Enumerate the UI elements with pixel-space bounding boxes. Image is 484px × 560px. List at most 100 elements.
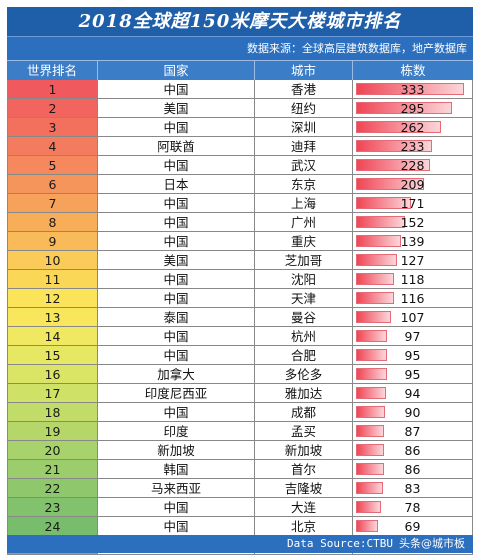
- table-row: 15 中国 合肥 95: [8, 346, 473, 365]
- rank-cell: 4: [8, 137, 98, 155]
- count-bar: [356, 368, 387, 380]
- rank-cell: 12: [8, 289, 98, 307]
- rank-cell: 10: [8, 251, 98, 269]
- city-cell: 芝加哥: [255, 251, 353, 269]
- count-value: 107: [400, 310, 425, 325]
- count-value: 69: [404, 519, 421, 534]
- count-cell: 333: [353, 80, 473, 98]
- count-value: 83: [404, 481, 421, 496]
- rank-cell: 23: [8, 498, 98, 516]
- table-row: 18 中国 成都 90: [8, 403, 473, 422]
- country-cell: 中国: [98, 270, 255, 288]
- rank-cell: 13: [8, 308, 98, 326]
- city-cell: 孟买: [255, 422, 353, 440]
- count-bar: [356, 463, 384, 475]
- count-bar: [356, 501, 381, 513]
- table-row: 13 泰国 曼谷 107: [8, 308, 473, 327]
- count-value: 209: [400, 177, 425, 192]
- table-row: 7 中国 上海 171: [8, 194, 473, 213]
- table-row: 20 新加坡 新加坡 86: [8, 441, 473, 460]
- count-cell: 228: [353, 156, 473, 174]
- city-cell: 迪拜: [255, 137, 353, 155]
- count-cell: 94: [353, 384, 473, 402]
- count-bar: [356, 425, 384, 437]
- count-cell: 69: [353, 517, 473, 535]
- header-city: 城市: [255, 61, 353, 80]
- rank-cell: 9: [8, 232, 98, 250]
- table-row: 12 中国 天津 116: [8, 289, 473, 308]
- city-cell: 成都: [255, 403, 353, 421]
- count-bar: [356, 235, 401, 247]
- table-row: 17 印度尼西亚 雅加达 94: [8, 384, 473, 403]
- country-cell: 印度尼西亚: [98, 384, 255, 402]
- count-bar: [356, 387, 386, 399]
- table-row: 22 马来西亚 吉隆坡 83: [8, 479, 473, 498]
- count-bar: [356, 159, 430, 171]
- count-value: 116: [400, 291, 425, 306]
- count-value: 171: [400, 196, 425, 211]
- country-cell: 中国: [98, 403, 255, 421]
- rank-cell: 15: [8, 346, 98, 364]
- table-row: 16 加拿大 多伦多 95: [8, 365, 473, 384]
- city-cell: 雅加达: [255, 384, 353, 402]
- header-count: 栋数: [400, 63, 426, 78]
- count-cell: 83: [353, 479, 473, 497]
- rank-cell: 20: [8, 441, 98, 459]
- city-cell: 北京: [255, 517, 353, 535]
- count-cell: 90: [353, 403, 473, 421]
- city-cell: 多伦多: [255, 365, 353, 383]
- city-cell: 曼谷: [255, 308, 353, 326]
- country-cell: 马来西亚: [98, 479, 255, 497]
- table-row: 23 中国 大连 78: [8, 498, 473, 517]
- count-bar: [356, 254, 397, 266]
- count-bar: [356, 292, 394, 304]
- footer-bar: Data Source:CTBU 头条@城市板: [7, 535, 473, 553]
- table-row: 6 日本 东京 209: [8, 175, 473, 194]
- country-cell: 加拿大: [98, 365, 255, 383]
- count-value: 152: [400, 215, 425, 230]
- count-value: 97: [404, 329, 421, 344]
- city-cell: 东京: [255, 175, 353, 193]
- country-cell: 中国: [98, 194, 255, 212]
- country-cell: 中国: [98, 327, 255, 345]
- count-cell: 87: [353, 422, 473, 440]
- rank-cell: 22: [8, 479, 98, 497]
- country-cell: 中国: [98, 213, 255, 231]
- country-cell: 日本: [98, 175, 255, 193]
- data-source-note: 数据来源：全球高层建筑数据库，地产数据库: [7, 36, 473, 60]
- table-row: 19 印度 孟买 87: [8, 422, 473, 441]
- count-value: 78: [404, 500, 421, 515]
- count-bar: [356, 349, 387, 361]
- count-cell: 86: [353, 441, 473, 459]
- country-cell: 阿联酋: [98, 137, 255, 155]
- count-value: 139: [400, 234, 425, 249]
- city-cell: 合肥: [255, 346, 353, 364]
- count-bar: [356, 140, 432, 152]
- rank-cell: 18: [8, 403, 98, 421]
- country-cell: 中国: [98, 118, 255, 136]
- count-bar: [356, 444, 384, 456]
- city-cell: 大连: [255, 498, 353, 516]
- table-row: 21 韩国 首尔 86: [8, 460, 473, 479]
- count-bar: [356, 520, 378, 532]
- country-cell: 印度: [98, 422, 255, 440]
- count-value: 86: [404, 443, 421, 458]
- city-cell: 新加坡: [255, 441, 353, 459]
- rank-cell: 5: [8, 156, 98, 174]
- city-cell: 深圳: [255, 118, 353, 136]
- count-cell: 209: [353, 175, 473, 193]
- rank-cell: 14: [8, 327, 98, 345]
- city-cell: 广州: [255, 213, 353, 231]
- country-cell: 泰国: [98, 308, 255, 326]
- count-cell: 127: [353, 251, 473, 269]
- table-row: 5 中国 武汉 228: [8, 156, 473, 175]
- count-cell: 116: [353, 289, 473, 307]
- city-cell: 天津: [255, 289, 353, 307]
- header-country: 国家: [98, 61, 255, 80]
- count-cell: 262: [353, 118, 473, 136]
- count-value: 90: [404, 405, 421, 420]
- count-bar: [356, 83, 464, 95]
- rank-cell: 7: [8, 194, 98, 212]
- table-row: 9 中国 重庆 139: [8, 232, 473, 251]
- table-row: 4 阿联酋 迪拜 233: [8, 137, 473, 156]
